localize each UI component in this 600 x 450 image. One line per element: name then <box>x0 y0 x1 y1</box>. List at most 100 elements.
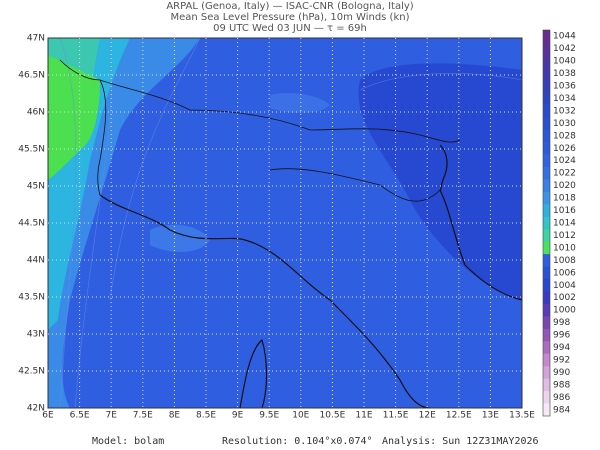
colorbar-swatch <box>543 30 550 43</box>
lon-label: 6E <box>42 411 54 421</box>
lon-label: 12E <box>419 411 436 421</box>
colorbar-swatch <box>543 42 550 56</box>
colorbar-swatch <box>543 266 550 280</box>
colorbar-swatch <box>543 92 550 106</box>
lat-label: 43.5N <box>18 293 45 303</box>
footer-analysis: Analysis: Sun 12Z31MAY2026 <box>382 436 539 447</box>
colorbar-swatch <box>543 366 550 380</box>
lon-label: 10E <box>292 411 309 421</box>
lon-label: 6.5E <box>70 411 90 421</box>
colorbar-label: 990 <box>553 368 570 378</box>
colorbar-swatch <box>543 291 550 305</box>
pressure-field <box>150 224 210 252</box>
pressure-field <box>358 63 522 300</box>
colorbar-label: 1006 <box>553 268 576 278</box>
colorbar-label: 1000 <box>553 306 576 316</box>
colorbar-label: 1022 <box>553 169 576 179</box>
colorbar-swatch <box>543 104 550 118</box>
colorbar-label: 1004 <box>553 281 576 291</box>
colorbar-swatch <box>543 279 550 292</box>
footer-model: Model: bolam <box>92 436 164 447</box>
lat-label: 47N <box>27 34 45 44</box>
lat-label: 42.5N <box>18 367 45 377</box>
lat-label: 45N <box>27 182 45 192</box>
colorbar-label: 994 <box>553 343 570 353</box>
colorbar-label: 988 <box>553 380 570 390</box>
colorbar-swatch <box>543 54 550 68</box>
lon-label: 13.5E <box>509 411 535 421</box>
lat-label: 46N <box>27 108 45 118</box>
colorbar-label: 1038 <box>553 69 576 79</box>
lon-label: 8E <box>169 411 181 421</box>
colorbar-label: 1028 <box>553 131 576 141</box>
colorbar-label: 1026 <box>553 144 576 154</box>
lon-label: 7.5E <box>133 411 153 421</box>
colorbar-swatch <box>543 341 550 355</box>
colorbar-label: 1042 <box>553 44 576 54</box>
colorbar-label: 1014 <box>553 219 576 229</box>
colorbar-swatch <box>543 229 550 243</box>
lon-label: 8.5E <box>196 411 216 421</box>
colorbar-swatch <box>543 353 550 367</box>
lat-label: 44.5N <box>18 219 45 229</box>
colorbar-label: 1012 <box>553 231 576 241</box>
lat-label: 43N <box>27 330 45 340</box>
colorbar-label: 1008 <box>553 256 576 266</box>
colorbar-swatch <box>543 67 550 81</box>
footer-resolution: Resolution: 0.104°x0.074° <box>222 436 373 447</box>
lon-label: 11.5E <box>383 411 409 421</box>
colorbar-label: 986 <box>553 393 570 403</box>
lon-label: 10.5E <box>320 411 346 421</box>
lon-label: 9E <box>232 411 244 421</box>
colorbar-label: 992 <box>553 355 570 365</box>
colorbar-swatch <box>543 191 550 205</box>
colorbar-label: 1010 <box>553 243 576 253</box>
colorbar-label: 1036 <box>553 82 576 92</box>
lon-label: 12.5E <box>446 411 472 421</box>
header-line: ARPAL (Genoa, Italy) — ISAC-CNR (Bologna… <box>166 1 413 12</box>
colorbar-swatch <box>543 216 550 230</box>
lat-label: 45.5N <box>18 145 45 155</box>
lon-label: 7E <box>105 411 117 421</box>
colorbar-swatch <box>543 241 550 255</box>
colorbar-swatch <box>543 117 550 131</box>
pressure-field <box>270 93 330 113</box>
lat-label: 42N <box>27 404 45 414</box>
colorbar-label: 1044 <box>553 32 576 42</box>
colorbar-frame <box>542 29 551 417</box>
colorbar-swatch <box>543 391 550 405</box>
colorbar-label: 1002 <box>553 293 576 303</box>
colorbar-label: 1030 <box>553 119 576 129</box>
colorbar-label: 1040 <box>553 57 576 67</box>
colorbar-swatch <box>543 316 550 330</box>
colorbar-label: 1018 <box>553 194 576 204</box>
colorbar-swatch <box>543 328 550 342</box>
colorbar-label: 1024 <box>553 156 576 166</box>
colorbar-label: 1034 <box>553 94 576 104</box>
colorbar-label: 996 <box>553 331 570 341</box>
colorbar-swatch <box>543 403 550 417</box>
lon-label: 9.5E <box>259 411 279 421</box>
colorbar-swatch <box>543 154 550 168</box>
colorbar-swatch <box>543 142 550 156</box>
colorbar-label: 1016 <box>553 206 576 216</box>
colorbar-label: 984 <box>553 405 570 415</box>
colorbar-swatch <box>543 254 550 268</box>
colorbar-swatch <box>543 129 550 143</box>
map-area <box>47 37 523 409</box>
lon-label: 11E <box>355 411 372 421</box>
header-line: Mean Sea Level Pressure (hPa), 10m Winds… <box>171 12 410 23</box>
colorbar-swatch <box>543 378 550 392</box>
colorbar-swatch <box>543 166 550 180</box>
lat-label: 46.5N <box>18 71 45 81</box>
lat-label: 44N <box>27 256 45 266</box>
lon-label: 13E <box>482 411 499 421</box>
colorbar-label: 1032 <box>553 106 576 116</box>
colorbar-label: 1020 <box>553 181 576 191</box>
colorbar-swatch <box>543 179 550 193</box>
colorbar-swatch <box>543 204 550 218</box>
colorbar-swatch <box>543 79 550 93</box>
header-line: 09 UTC Wed 03 JUN — τ = 69h <box>213 23 367 34</box>
